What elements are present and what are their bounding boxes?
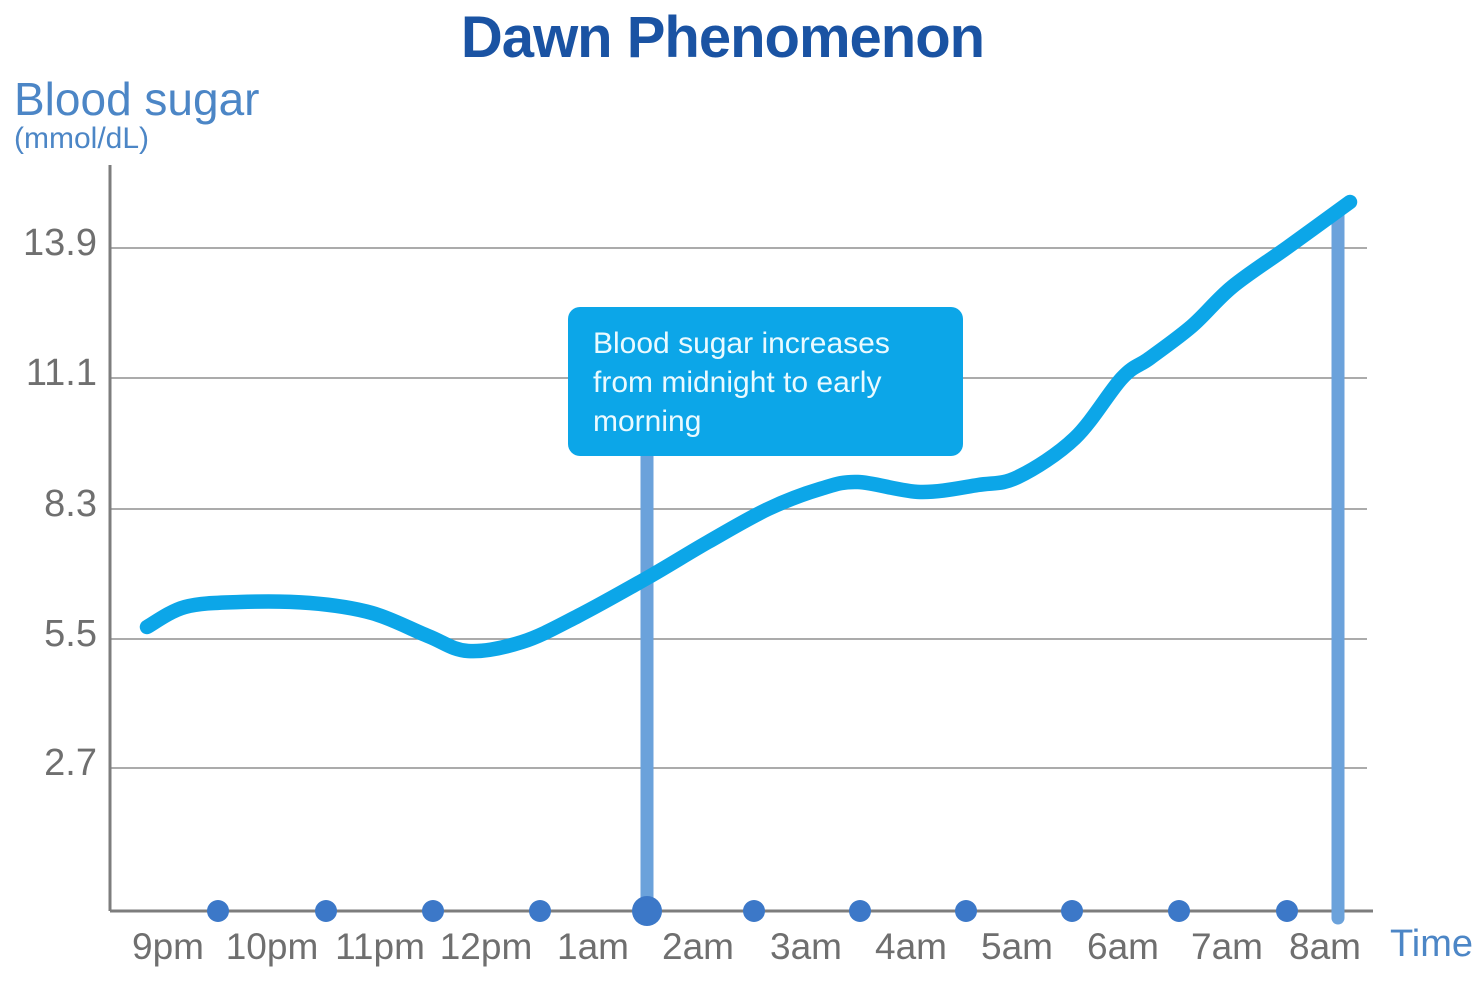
y-tick-label: 13.9 xyxy=(23,222,97,264)
x-tick-label: 2am xyxy=(662,926,734,967)
axis-dot xyxy=(1276,900,1298,922)
x-tick-label: 3am xyxy=(770,926,842,967)
y-axis-label: Blood sugar xyxy=(14,73,260,125)
x-tick-label: 11pm xyxy=(335,926,425,967)
annotation-callout: Blood sugar increases from midnight to e… xyxy=(568,307,963,456)
axis-dot xyxy=(955,900,977,922)
axis-dot xyxy=(743,900,765,922)
axis-dot xyxy=(315,900,337,922)
y-tick-label: 5.5 xyxy=(44,613,97,655)
chart-title: Dawn Phenomenon xyxy=(460,5,985,70)
annotation-text-line: from midnight to early xyxy=(593,366,882,399)
axis-dot xyxy=(529,900,551,922)
x-tick-label: 7am xyxy=(1191,926,1263,967)
x-tick-label: 1am xyxy=(557,926,629,967)
x-tick-label: 9pm xyxy=(132,926,204,967)
x-tick-label: 12pm xyxy=(440,926,533,967)
axis-dot xyxy=(1168,900,1190,922)
annotation-text-line: morning xyxy=(593,405,702,438)
x-tick-label: 6am xyxy=(1087,926,1159,967)
axis-dot xyxy=(422,900,444,922)
x-tick-label: 5am xyxy=(981,926,1053,967)
annotation-axis-dot xyxy=(632,896,662,926)
axis-dot xyxy=(849,900,871,922)
axis-dot xyxy=(1061,900,1083,922)
x-tick-label: 8am xyxy=(1289,926,1361,967)
x-tick-label: 10pm xyxy=(226,926,319,967)
x-axis-label: Time xyxy=(1390,923,1473,965)
y-tick-label: 2.7 xyxy=(44,742,97,784)
x-tick-label: 4am xyxy=(875,926,947,967)
axis-dot xyxy=(207,900,229,922)
y-tick-label: 8.3 xyxy=(44,483,97,525)
y-axis-units: (mmol/dL) xyxy=(14,122,150,155)
annotation-text-line: Blood sugar increases xyxy=(593,327,890,360)
blood-sugar-curve xyxy=(139,194,1358,659)
y-tick-label: 11.1 xyxy=(26,352,97,394)
